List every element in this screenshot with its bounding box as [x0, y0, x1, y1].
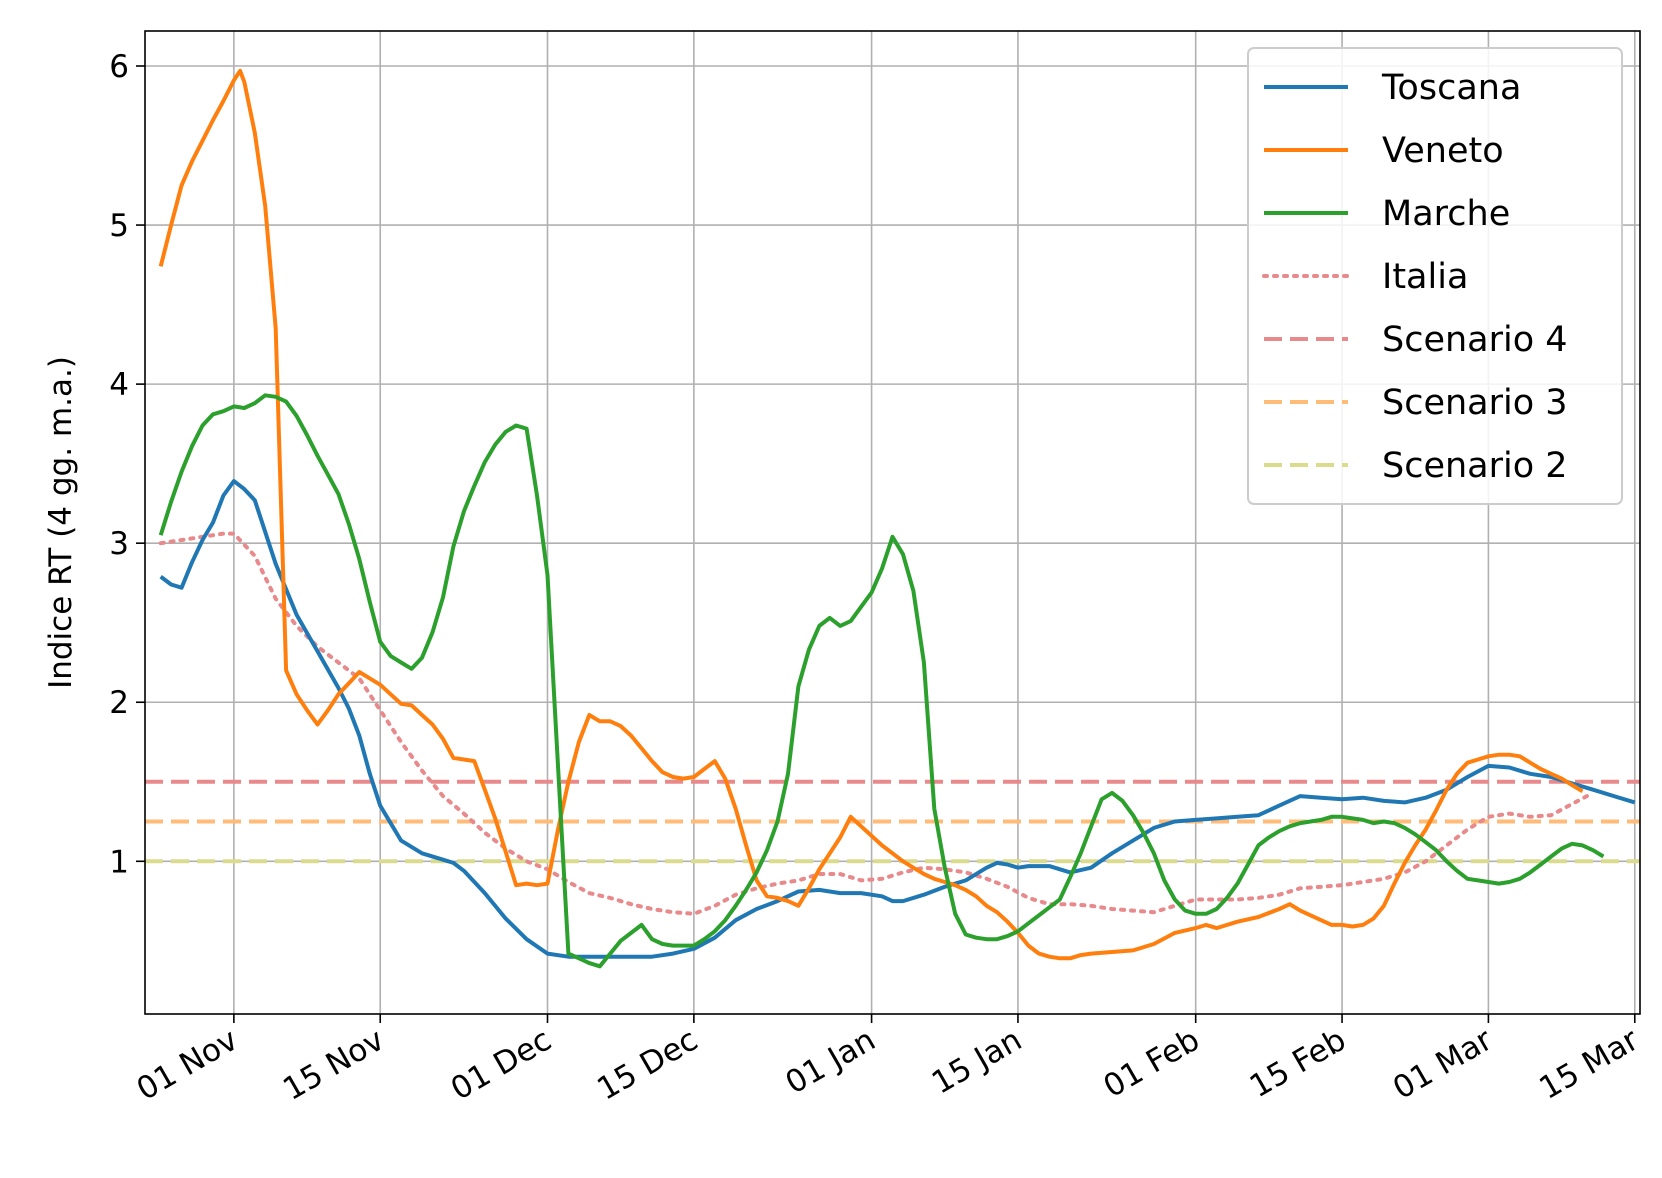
series-line-toscana [159, 479, 1636, 959]
y-tick-label: 3 [109, 526, 129, 562]
plot-area [145, 68, 1640, 969]
legend-label-italia: Italia [1382, 257, 1468, 297]
axes-frame [144, 30, 1641, 1015]
legend-label-scenario-3: Scenario 3 [1382, 383, 1568, 423]
series-line-veneto [158, 68, 1584, 961]
y-tick-label: 4 [109, 367, 129, 403]
legend-label-scenario-4: Scenario 4 [1382, 320, 1568, 360]
series-line-marche [158, 393, 1605, 969]
series-line-italia [158, 531, 1595, 916]
legend: Toscana Veneto Marche Italia Scenario 4 Scena… [1247, 47, 1623, 505]
legend-label-scenario-2: Scenario 2 [1382, 446, 1568, 486]
y-tick-label: 2 [109, 685, 129, 721]
series-lines [158, 68, 1636, 969]
legend-label-marche: Marche [1382, 194, 1510, 234]
legend-label-toscana: Toscana [1381, 68, 1521, 108]
legend-box [1247, 47, 1623, 505]
reference-lines [145, 779, 1640, 864]
y-tick-label: 6 [109, 49, 129, 85]
y-axis-label: Indice RT (4 gg. m.a.) [43, 356, 79, 689]
legend-label-veneto: Veneto [1382, 131, 1504, 171]
y-tick-label: 5 [109, 208, 129, 244]
y-tick-label: 1 [109, 844, 129, 880]
